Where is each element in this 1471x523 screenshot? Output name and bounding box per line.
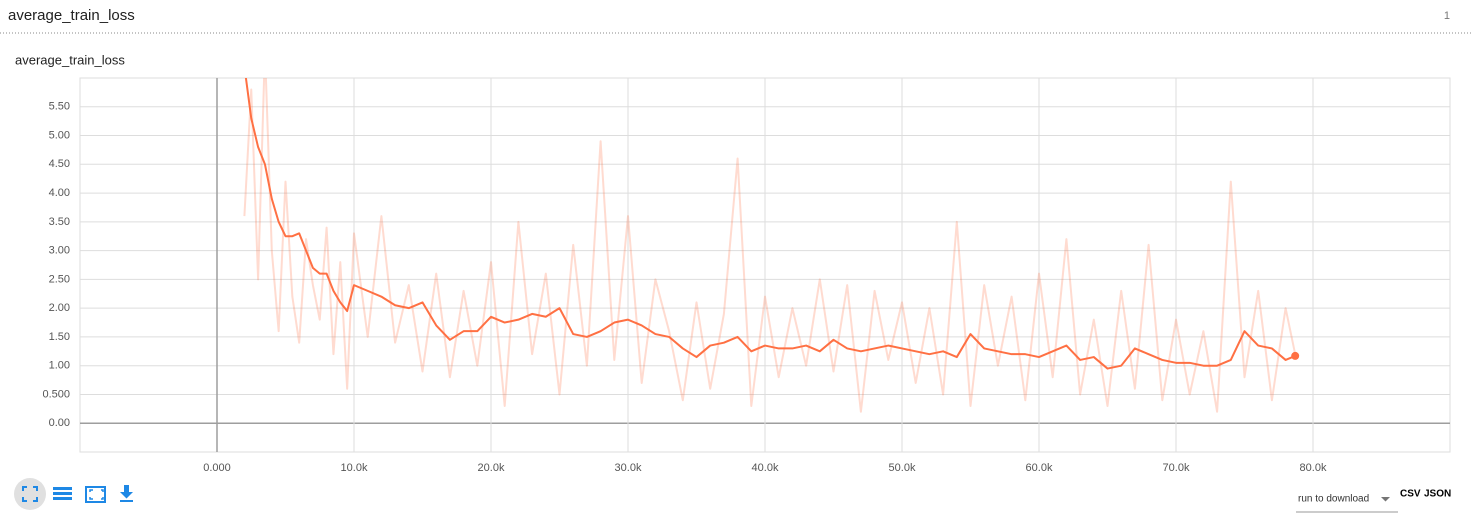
grid: 0.00 0.500 1.00 1.50 2.00 2.50 3.00 3.50 4.00 4.5… [42,77,1451,474]
download-button[interactable] [120,485,133,502]
x-tick-label: 0.000 [203,462,231,474]
chart-title: average_train_loss [15,52,125,67]
y-tick-label: 4.00 [49,187,70,199]
series-line [244,78,1296,370]
x-tick-label: 80.0k [1300,462,1327,474]
y-tick-label: 2.50 [49,273,70,285]
fit-button[interactable] [22,486,38,502]
y-tick-label: 1.50 [49,331,70,343]
run-select[interactable]: run to download [1296,494,1398,513]
log-scale-button[interactable] [53,487,72,500]
y-tick-label: 5.00 [49,129,70,141]
run-select-label[interactable]: run to download [1298,494,1369,505]
y-tick-label: 3.00 [49,245,70,257]
csv-link[interactable]: CSV [1400,489,1421,500]
x-tick-label: 50.0k [889,462,916,474]
x-tick-label: 60.0k [1026,462,1053,474]
x-tick-label: 20.0k [478,462,505,474]
x-tick-label: 30.0k [615,462,642,474]
y-tick-label: 3.50 [49,216,70,228]
x-tick-label: 70.0k [1163,462,1190,474]
card-title: average_train_loss [8,7,135,24]
plot [243,78,1300,413]
y-tick-label: 0.00 [49,417,70,429]
y-tick-label: 5.50 [49,101,70,113]
toolbar [14,478,133,510]
series-line [243,78,1297,413]
reset-zoom-button[interactable] [85,486,106,503]
card-count: 1 [1444,10,1450,22]
x-tick-label: 40.0k [752,462,779,474]
fit-button-bg [14,478,46,510]
dropdown-arrow [1381,497,1390,502]
end-marker [1291,351,1300,360]
y-tick-label: 0.500 [42,388,70,400]
y-tick-label: 4.50 [49,158,70,170]
json-link[interactable]: JSON [1424,489,1451,500]
x-tick-label: 10.0k [341,462,368,474]
y-tick-label: 2.00 [49,302,70,314]
y-tick-label: 1.00 [49,360,70,372]
